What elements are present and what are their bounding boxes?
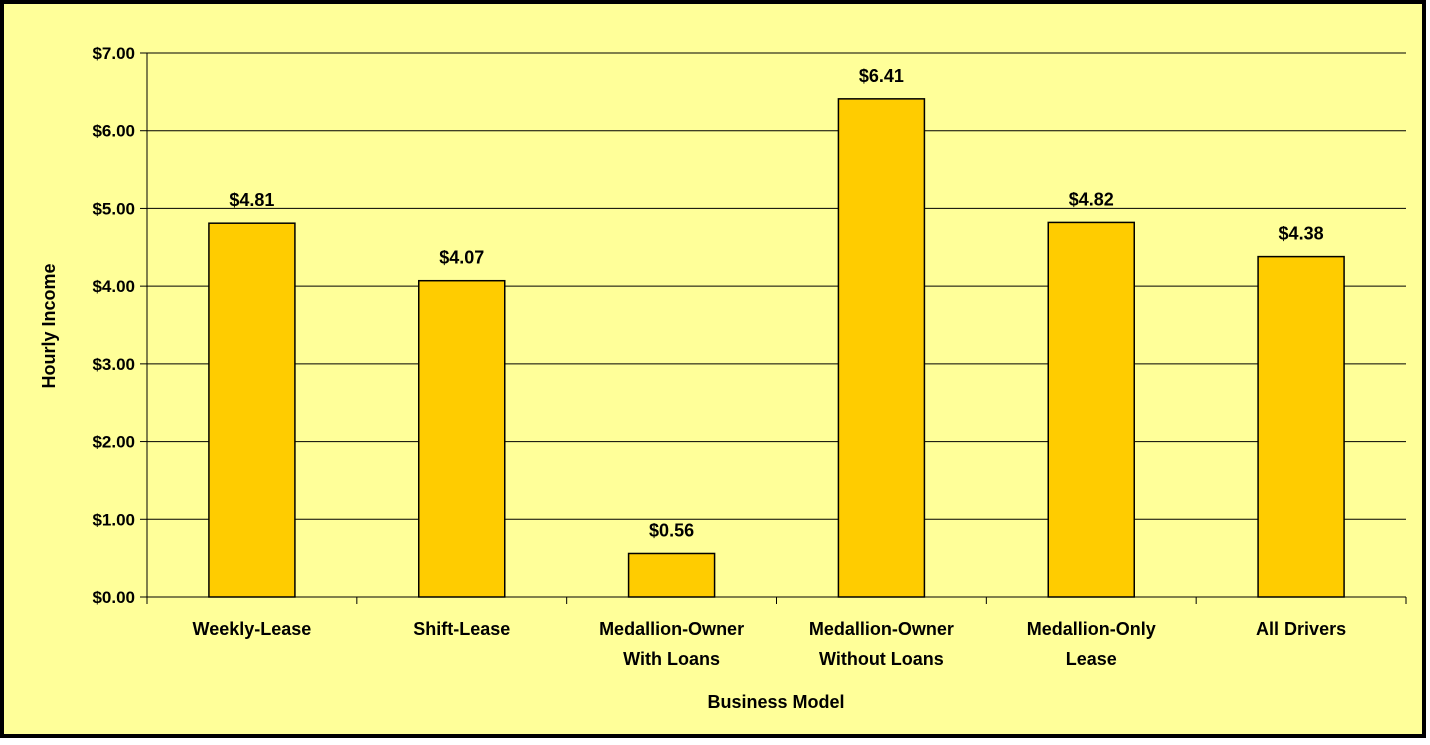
x-tick-label: Weekly-Lease bbox=[193, 619, 312, 639]
data-label: $4.38 bbox=[1279, 224, 1324, 244]
y-axis-title: Hourly Income bbox=[39, 263, 59, 388]
x-tick-label: Medallion-Only bbox=[1027, 619, 1156, 639]
bar bbox=[208, 222, 296, 598]
bar bbox=[1047, 221, 1135, 598]
x-tick-label: With Loans bbox=[623, 649, 720, 669]
y-tick-label: $5.00 bbox=[92, 199, 135, 218]
y-tick-label: $2.00 bbox=[92, 433, 135, 452]
y-tick-label: $1.00 bbox=[92, 510, 135, 529]
data-label: $4.82 bbox=[1069, 189, 1114, 209]
x-tick-label: Lease bbox=[1066, 649, 1117, 669]
y-tick-label: $4.00 bbox=[92, 277, 135, 296]
bar bbox=[1257, 255, 1345, 598]
bars bbox=[208, 98, 1345, 598]
gridlines bbox=[147, 52, 1406, 520]
x-tick-label: Medallion-Owner bbox=[599, 619, 744, 639]
y-tick-label: $6.00 bbox=[92, 122, 135, 141]
x-tick-label: Without Loans bbox=[819, 649, 944, 669]
data-labels: $4.81 $4.07 $0.56 $6.41 $4.82 $4.38 bbox=[229, 66, 1323, 541]
y-tick-label: $7.00 bbox=[92, 44, 135, 63]
data-label: $6.41 bbox=[859, 66, 904, 86]
bar bbox=[837, 98, 926, 598]
y-tick-label: $3.00 bbox=[92, 355, 135, 374]
x-axis-title: Business Model bbox=[707, 692, 844, 712]
x-tick-label: All Drivers bbox=[1256, 619, 1346, 639]
bar bbox=[418, 279, 506, 598]
y-tick-label: $0.00 bbox=[92, 588, 135, 607]
data-label: $4.81 bbox=[229, 190, 274, 210]
bar bbox=[627, 552, 716, 598]
x-tick-label: Medallion-Owner bbox=[809, 619, 954, 639]
x-tick-label: Shift-Lease bbox=[413, 619, 510, 639]
axes bbox=[140, 52, 1407, 604]
tick-labels: $0.00 $1.00 $2.00 $3.00 $4.00 $5.00 $6.00 $7.00… bbox=[92, 44, 1346, 669]
data-label: $0.56 bbox=[649, 520, 694, 540]
data-label: $4.07 bbox=[439, 248, 484, 268]
